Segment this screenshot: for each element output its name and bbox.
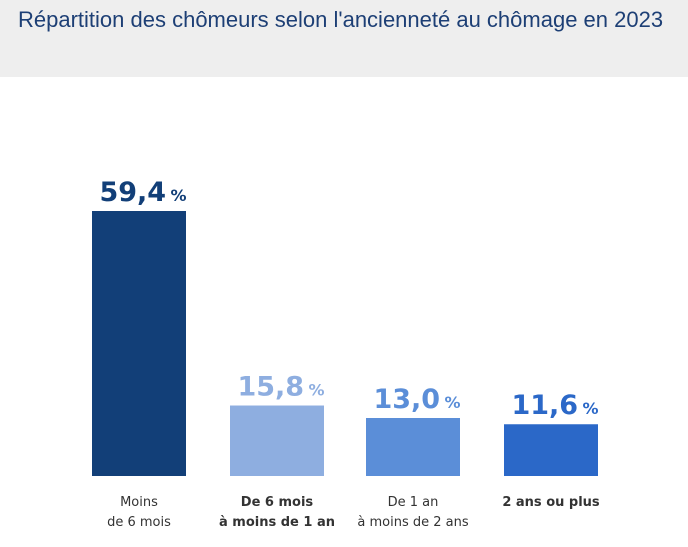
bar-value-label: 13,0 % [373,384,460,415]
category-label: Moins de 6 mois [107,495,171,530]
bar-value-label: 11,6 % [511,390,598,421]
bar-value-label: 15,8 % [237,372,324,403]
category-label: De 1 an à moins de 2 ans [357,495,468,530]
bar [230,405,324,476]
bar [92,211,186,476]
category-label: De 6 mois à moins de 1 an [219,495,335,530]
bar [366,418,460,476]
bar-value-label: 59,4 % [99,177,186,208]
chart-title: Répartition des chômeurs selon l'ancienn… [18,7,664,32]
title-banner: Répartition des chômeurs selon l'ancienn… [0,0,688,77]
category-label: 2 ans ou plus [502,495,600,510]
bar [504,424,598,476]
